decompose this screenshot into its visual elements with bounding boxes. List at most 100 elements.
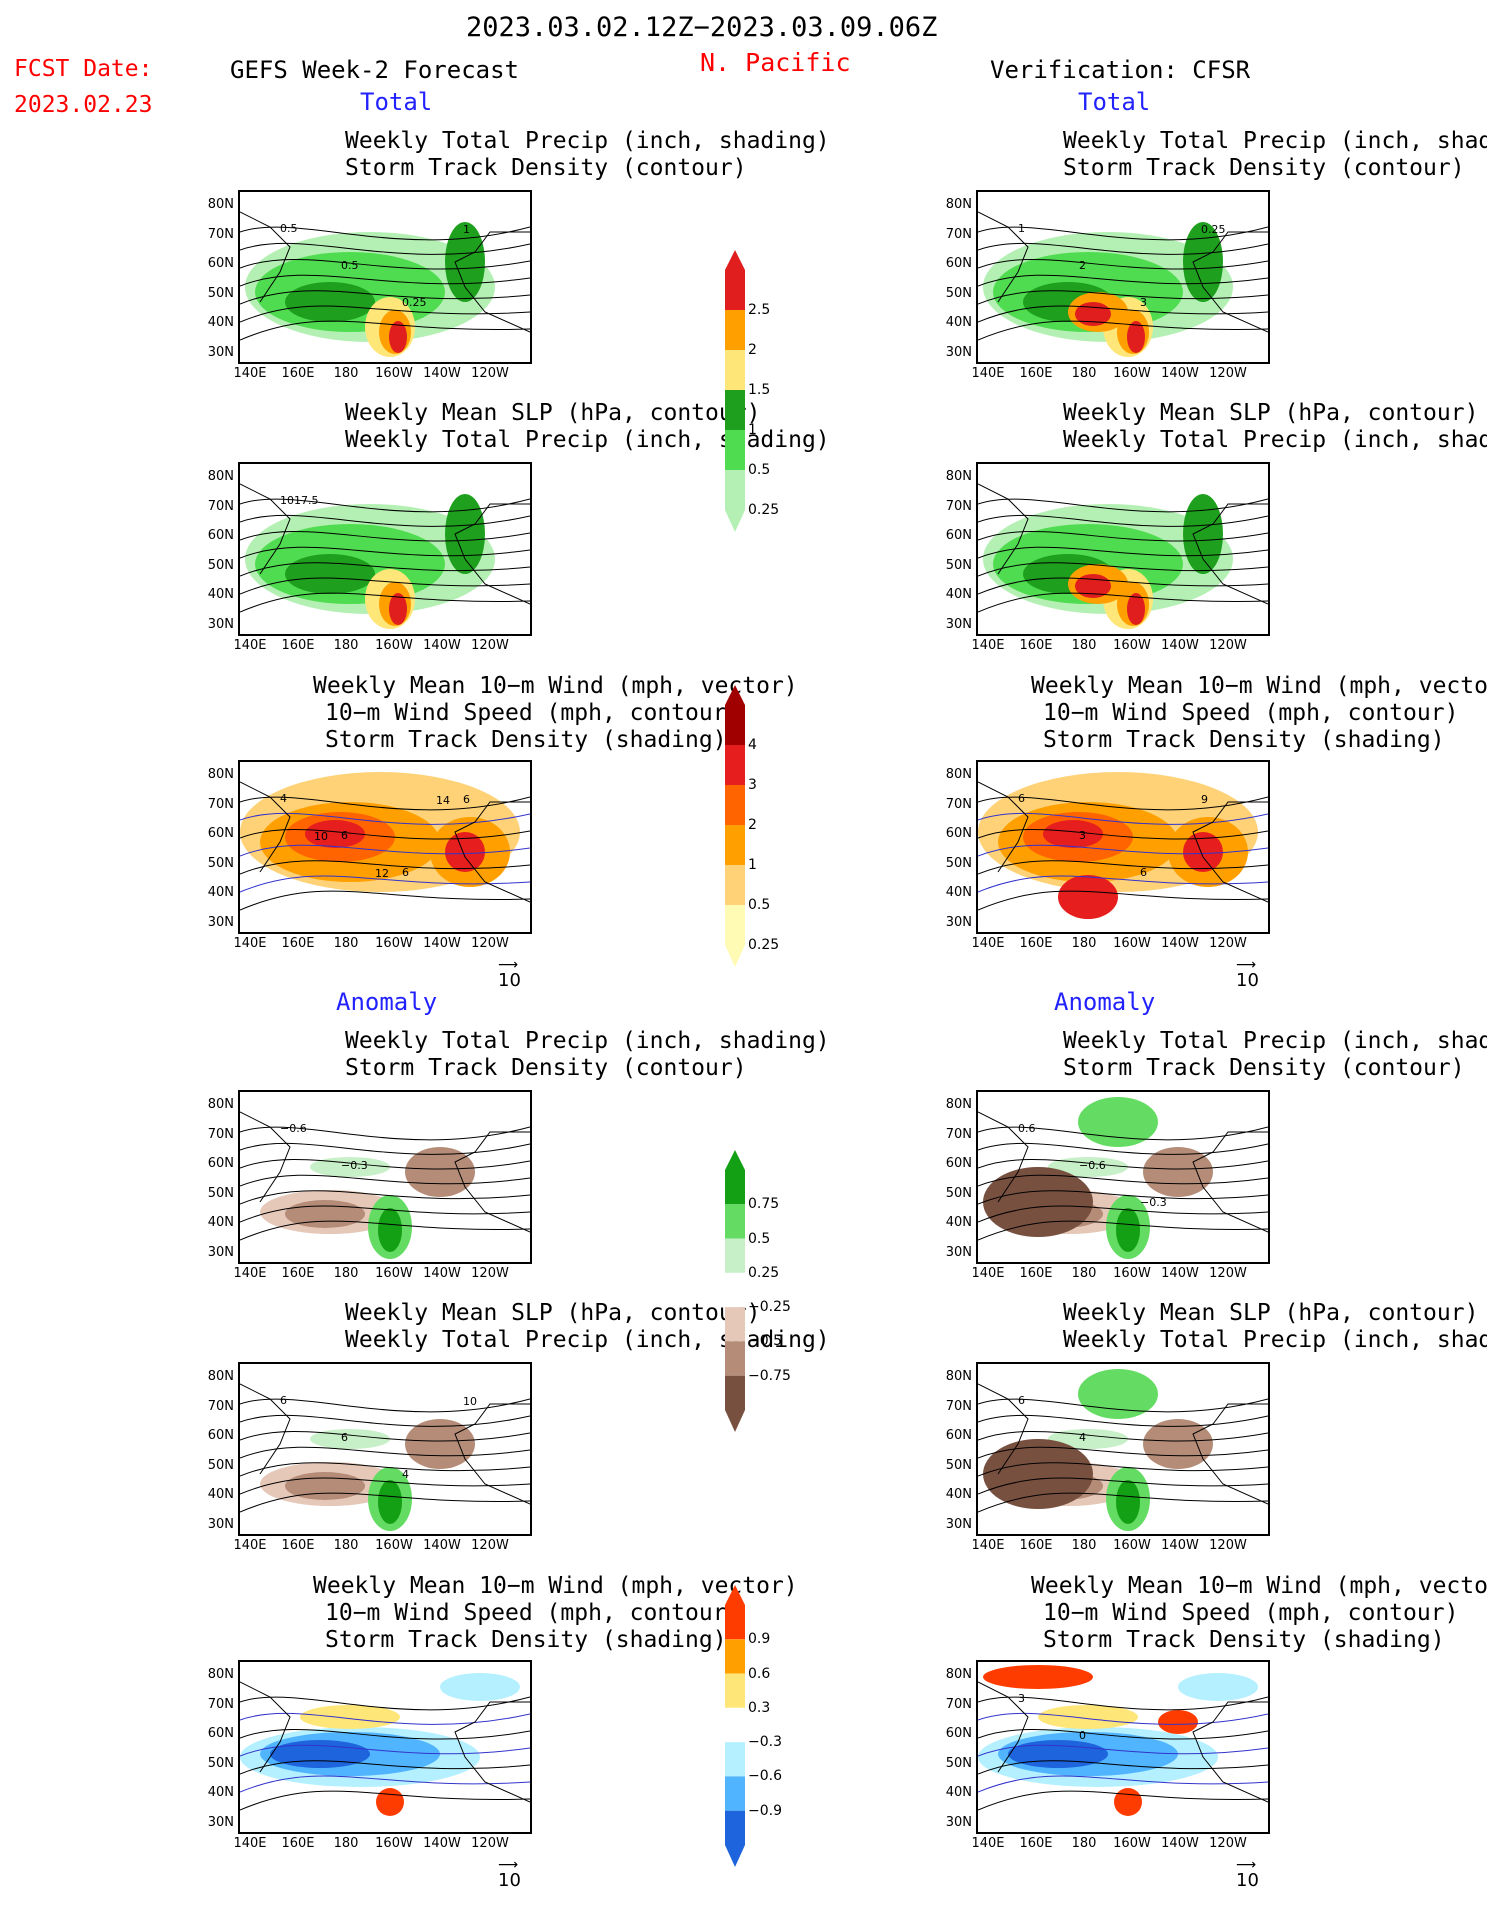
contour-line <box>240 796 530 811</box>
lon-tick-label: 140E <box>233 1266 267 1281</box>
colorbar-label: 0.6 <box>748 1665 771 1682</box>
contour-line <box>978 1477 1268 1495</box>
contour-line <box>240 562 530 577</box>
colorbar-segment <box>725 310 745 350</box>
lat-tick-label: 50N <box>945 1755 972 1771</box>
lon-tick-label: 140W <box>423 638 461 653</box>
lon-tick-label: 140E <box>233 638 267 653</box>
contour-line <box>978 1414 1268 1427</box>
anom-storm-shade <box>440 1673 520 1701</box>
coastline <box>240 1111 291 1203</box>
contour-line <box>978 498 1268 513</box>
lon-tick-label: 180 <box>1071 936 1097 951</box>
anom-storm-shade <box>1114 1788 1142 1816</box>
lat-tick-label: 80N <box>945 1097 972 1112</box>
map-panel: −0.6 −0.3 <box>238 1090 532 1264</box>
lat-tick-label: 50N <box>207 1457 234 1473</box>
precip-shade <box>1183 494 1223 574</box>
colorbar-cap <box>725 685 745 705</box>
precip-shade <box>1183 222 1223 302</box>
lon-tick-label: 180 <box>333 366 359 381</box>
lat-tick-label: 50N <box>207 1185 234 1201</box>
contour-line <box>978 1744 1268 1757</box>
lon-tick-label: 120W <box>1209 1538 1247 1553</box>
panel-title-line: Weekly Mean 10−m Wind (mph, vector) <box>313 673 798 699</box>
lon-tick-label: 140E <box>971 638 1005 653</box>
vector-reference: ⟶ 10 <box>498 957 521 991</box>
map-panel: 6 6 4 10 <box>238 1362 532 1536</box>
lon-tick-label: 160E <box>281 366 315 381</box>
lat-tick-label: 50N <box>207 557 234 573</box>
lat-tick-label: 40N <box>207 885 234 900</box>
lat-tick-label: 70N <box>945 796 972 812</box>
lat-tick-label: 30N <box>207 914 234 930</box>
period-title: 2023.03.02.12Z−2023.03.09.06Z <box>466 12 938 43</box>
colorbar-label: 0.5 <box>748 1230 771 1247</box>
lon-tick-label: 180 <box>1071 1538 1097 1553</box>
contour-line <box>240 860 530 875</box>
colorbar-segment <box>725 1707 745 1743</box>
lon-tick-label: 140E <box>233 936 267 951</box>
lon-tick-label: 160E <box>1019 1266 1053 1281</box>
contour-line <box>240 514 530 527</box>
panel-title-line: Storm Track Density (shading) <box>325 727 727 753</box>
anom-storm-shade <box>1008 1740 1108 1768</box>
precip-shade <box>389 593 407 625</box>
panel-title-line: Weekly Total Precip (inch, shading) <box>1063 128 1487 154</box>
contour-line <box>978 562 1268 577</box>
contour-label: 12 <box>375 867 389 880</box>
lon-tick-label: 140W <box>423 366 461 381</box>
contour-line <box>240 1398 530 1413</box>
contour-label: 0.5 <box>341 259 359 272</box>
contour-line <box>240 1190 530 1205</box>
anom-precip-shade <box>1116 1208 1140 1252</box>
contour-line <box>240 890 530 911</box>
map-panel: 4 6 6 6 10 12 14 <box>238 760 532 934</box>
panel-title-line: Storm Track Density (contour) <box>345 155 747 181</box>
contour-line <box>240 259 530 270</box>
lat-tick-label: 80N <box>207 469 234 484</box>
colorbar-segment <box>725 745 745 785</box>
colorbar-segment <box>725 1810 745 1845</box>
lat-tick-label: 80N <box>945 469 972 484</box>
contour-line <box>240 546 530 559</box>
contour-line <box>240 1414 530 1427</box>
anom-precip-shade <box>1048 1157 1128 1177</box>
contour-label: −0.6 <box>280 1122 307 1135</box>
contour-label: 6 <box>341 829 348 842</box>
lon-tick-label: 160W <box>375 1266 413 1281</box>
contour-line <box>240 1760 530 1775</box>
lon-tick-label: 160E <box>281 1266 315 1281</box>
lat-tick-label: 80N <box>945 1369 972 1384</box>
panel-title-line: Storm Track Density (contour) <box>1063 1055 1465 1081</box>
lat-tick-label: 40N <box>207 1487 234 1502</box>
lon-tick-label: 140W <box>1161 1836 1199 1851</box>
lat-tick-label: 30N <box>207 344 234 360</box>
contour-line <box>240 1492 530 1513</box>
contour-label: 6 <box>1018 1394 1025 1407</box>
colorbar-cap <box>725 945 745 967</box>
lon-tick-label: 120W <box>1209 1266 1247 1281</box>
contour-line <box>978 875 1268 893</box>
contour-line <box>240 1174 530 1187</box>
lat-tick-label: 60N <box>945 1156 972 1171</box>
contour-line <box>240 1477 530 1495</box>
lat-tick-label: 40N <box>945 587 972 602</box>
vector-reference: ⟶ 10 <box>1236 1857 1259 1891</box>
contour-line <box>978 1398 1268 1413</box>
colorbar-segment <box>725 1375 745 1410</box>
lat-tick-label: 70N <box>945 1398 972 1414</box>
anom-storm-shade <box>1158 1710 1198 1734</box>
contour-line <box>240 498 530 513</box>
lat-tick-label: 40N <box>945 885 972 900</box>
contour-label: 6 <box>341 1431 348 1444</box>
lon-tick-label: 140W <box>1161 638 1199 653</box>
anom-precip-shade <box>1143 1419 1213 1469</box>
contour-line <box>240 1431 530 1442</box>
contour-line <box>978 1729 1268 1740</box>
panel-title-line: Weekly Mean SLP (hPa, contour) <box>345 1300 761 1326</box>
lon-tick-label: 160E <box>1019 936 1053 951</box>
anom-precip-shade <box>983 1439 1093 1509</box>
coastline <box>454 1701 530 1803</box>
right-column-title: Verification: CFSR <box>990 56 1251 84</box>
